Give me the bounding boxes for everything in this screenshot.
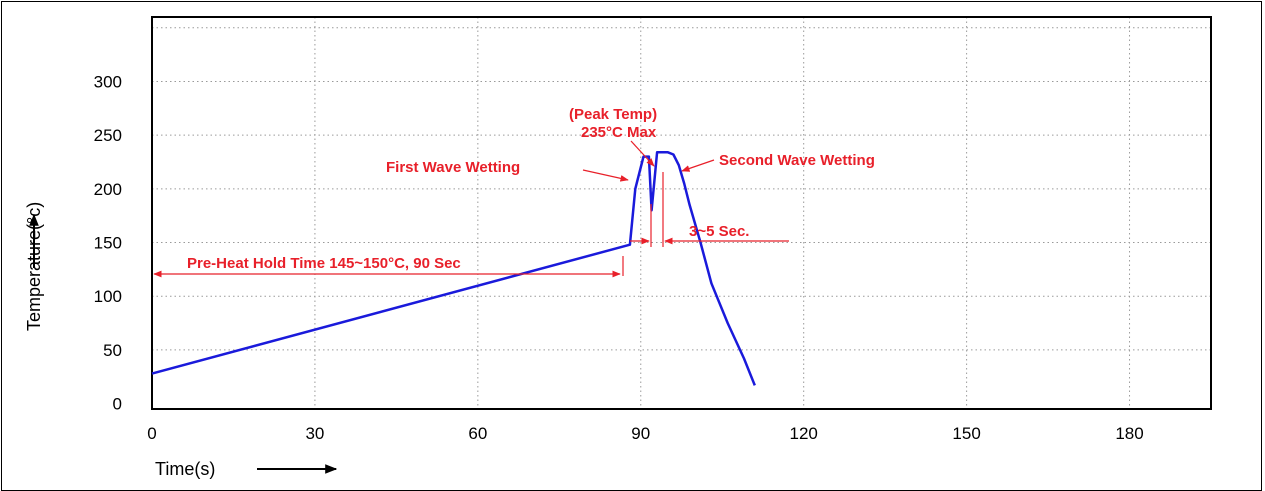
plot-frame <box>151 16 1212 410</box>
x-tick-label: 120 <box>790 424 818 443</box>
x-tick-label: 30 <box>305 424 324 443</box>
duration-label: 3~5 Sec. <box>689 223 749 240</box>
x-tick-label: 0 <box>147 424 156 443</box>
y-tick-label: 300 <box>94 72 122 91</box>
y-tick-label: 100 <box>94 287 122 306</box>
preheat-label: Pre-Heat Hold Time 145~150°C, 90 Sec <box>187 255 461 272</box>
y-tick-label: 250 <box>94 126 122 145</box>
x-tick-labels: 0 30 60 90 120 150 180 <box>147 424 1143 443</box>
first-wave-label: First Wave Wetting <box>386 159 520 176</box>
x-tick-label: 90 <box>631 424 650 443</box>
peak-title-label: (Peak Temp) <box>569 106 657 123</box>
annotations: Pre-Heat Hold Time 145~150°C, 90 Sec Fir… <box>153 106 875 278</box>
y-tick-label: 50 <box>103 341 122 360</box>
grid-lines <box>152 17 1211 409</box>
peak-pointer <box>630 140 655 167</box>
y-tick-labels: 0 50 100 150 200 250 300 <box>94 72 122 413</box>
x-tick-label: 150 <box>952 424 980 443</box>
y-tick-label: 150 <box>94 234 122 253</box>
second-wave-label: Second Wave Wetting <box>719 152 875 169</box>
peak-value-label: 235°C Max <box>581 124 657 141</box>
first-wave-pointer <box>582 169 629 182</box>
x-tick-label: 60 <box>468 424 487 443</box>
second-wave-pointer <box>681 159 715 172</box>
x-axis-title: Time(s) <box>155 459 215 479</box>
temperature-curve <box>151 151 756 386</box>
x-tick-label: 180 <box>1115 424 1143 443</box>
y-tick-label: 0 <box>113 395 122 414</box>
y-tick-label: 200 <box>94 180 122 199</box>
